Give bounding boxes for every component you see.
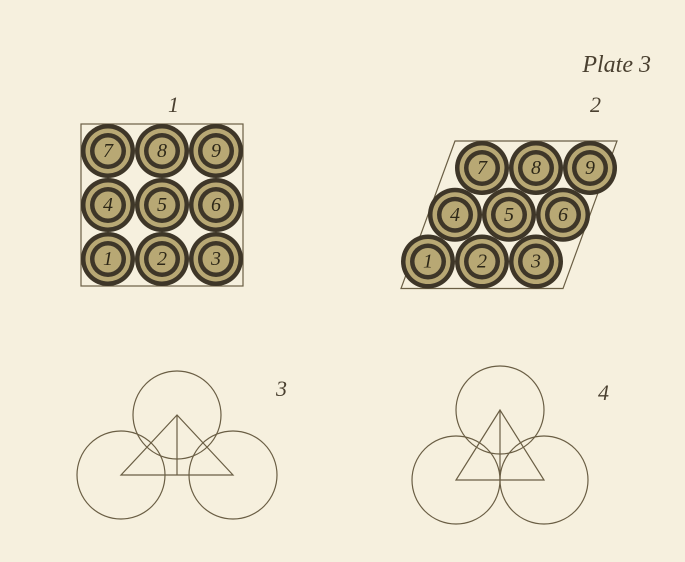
fig2-rhombic-packing: 7 8 9 4 5 6 1 2 3 — [400, 140, 620, 292]
fig4-label: 4 — [598, 380, 609, 406]
svg-text:5: 5 — [157, 194, 167, 216]
svg-text:9: 9 — [211, 140, 221, 162]
svg-text:2: 2 — [157, 248, 167, 270]
svg-text:8: 8 — [531, 157, 541, 179]
svg-text:4: 4 — [450, 204, 460, 226]
fig4-triangle-circles — [408, 362, 592, 528]
svg-text:4: 4 — [103, 194, 113, 216]
fig1-square-packing: 7 8 9 4 5 6 1 2 3 — [80, 123, 246, 289]
svg-text:1: 1 — [423, 251, 433, 273]
svg-text:6: 6 — [211, 194, 221, 216]
svg-text:6: 6 — [558, 204, 568, 226]
plate-canvas: Plate 3 1 2 3 4 7 8 9 4 5 6 1 2 3 7 8 9 4 5 6 1 2 3 — [0, 0, 685, 562]
svg-text:7: 7 — [477, 157, 488, 179]
svg-text:1: 1 — [103, 248, 113, 270]
fig2-label: 2 — [590, 92, 601, 118]
svg-text:3: 3 — [530, 251, 541, 273]
svg-text:8: 8 — [157, 140, 167, 162]
fig1-label: 1 — [168, 92, 179, 118]
svg-text:5: 5 — [504, 204, 514, 226]
fig3-triangle-circles — [73, 367, 281, 523]
plate-title: Plate 3 — [582, 52, 651, 79]
svg-text:3: 3 — [210, 248, 221, 270]
svg-text:7: 7 — [103, 140, 114, 162]
svg-text:9: 9 — [585, 157, 595, 179]
svg-text:2: 2 — [477, 251, 487, 273]
